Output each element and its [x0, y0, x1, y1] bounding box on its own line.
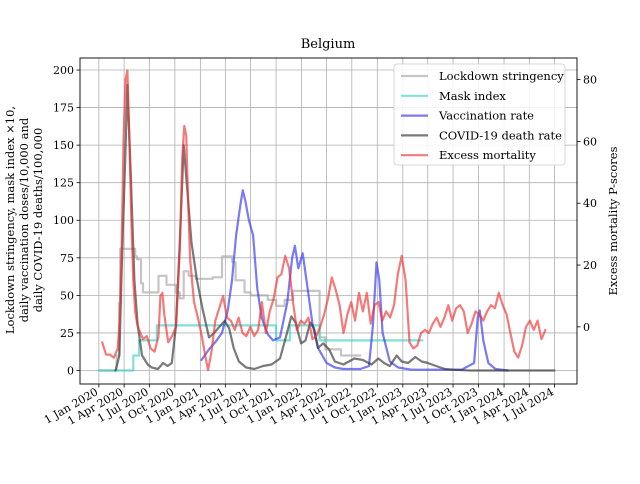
y-axis-title-line-3: daily COVID-19 deaths/100,000	[31, 128, 45, 313]
legend-label-vaccination-rate: Vaccination rate	[438, 109, 534, 123]
y-axis-title-line-1: Lockdown stringency, mask index ×10,	[3, 106, 17, 334]
y-tick-label: 200	[53, 64, 74, 77]
legend-label-excess-mortality: Excess mortality	[439, 148, 536, 162]
y2-tick-label: 80	[583, 74, 597, 87]
y2-tick-label: 60	[583, 135, 597, 148]
legend-label-lockdown-stringency: Lockdown stringency	[439, 69, 564, 83]
y2-tick-label: 20	[583, 259, 597, 272]
y-tick-label: 175	[53, 102, 74, 115]
series-line-covid-19-death-rate	[114, 83, 556, 372]
series-line-excess-mortality	[101, 69, 547, 372]
y2-axis-title: Excess mortality P-scores	[606, 146, 620, 295]
y2-tick-label: 40	[583, 197, 597, 210]
y-tick-label: 0	[67, 364, 74, 377]
y-tick-label: 25	[60, 327, 74, 340]
y-tick-label: 50	[60, 289, 74, 302]
y-axis-title-line-2: daily vaccination doses/10,000 and	[17, 117, 31, 322]
plot-frame	[79, 57, 578, 385]
y-tick-label: 125	[53, 177, 74, 190]
series-line-mask-index	[97, 324, 424, 372]
legend-box	[393, 63, 566, 166]
series-layer	[97, 69, 556, 372]
y-tick-label: 100	[53, 214, 74, 227]
legend-label-mask-index: Mask index	[439, 89, 506, 103]
legend-label-covid-19-death-rate: COVID-19 death rate	[439, 128, 562, 142]
y2-tick-label: 0	[583, 321, 590, 334]
legend: Lockdown stringency Mask index Vaccination…	[393, 63, 566, 166]
series-line-vaccination-rate	[200, 189, 509, 372]
chart-title: Belgium	[301, 37, 356, 52]
y-tick-label: 75	[60, 252, 74, 265]
y-tick-label: 150	[53, 139, 74, 152]
